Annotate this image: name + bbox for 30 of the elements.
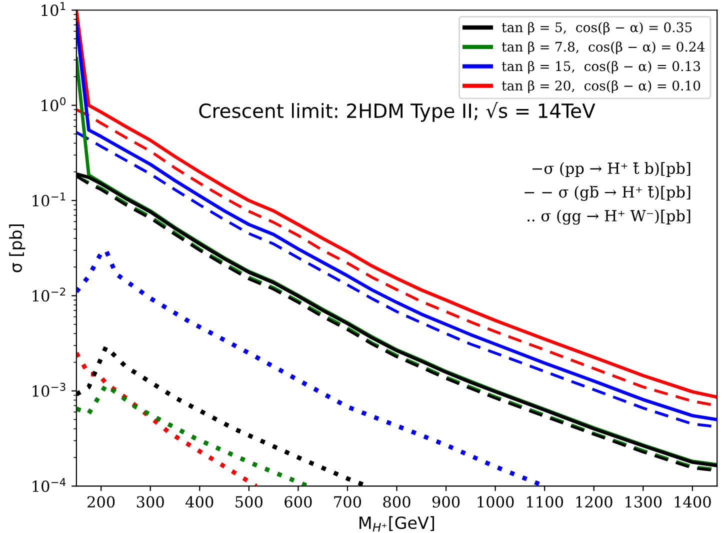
annotation: .. σ (gg → H⁺ W⁻)[pb] <box>528 210 690 225</box>
x-tick-label: 1300 <box>626 496 662 508</box>
x-tick-label: 900 <box>432 496 460 508</box>
x-tick-label: 300 <box>136 496 164 508</box>
annotation: −σ (pp → H⁺ t̄ b)[pb] <box>532 162 690 177</box>
x-tick-label: 1000 <box>478 496 514 508</box>
y-tick-label: 10$^{1}$ <box>42 2 66 16</box>
y-tick-label: 10$^{−4}$ <box>32 478 66 492</box>
x-tick-label: 700 <box>334 496 362 508</box>
y-axis-title: σ [pb] <box>9 224 26 272</box>
annotation: Crescent limit: 2HDM Type II; √s = 14TeV <box>199 102 596 122</box>
line-series <box>76 350 259 486</box>
legend-label: tan β = 5, cos(β − α) = 0.35 <box>502 22 692 35</box>
x-tick-label: 1400 <box>674 496 711 508</box>
x-axis-title: M$_{H⁺}$[GeV] <box>360 516 434 532</box>
y-tick-label: 10$^{−1}$ <box>32 192 66 206</box>
legend-label: tan β = 15, cos(β − α) = 0.13 <box>502 60 700 74</box>
x-tick-label: 200 <box>88 496 115 508</box>
x-tick-label: 400 <box>186 496 214 508</box>
legend-label: tan β = 7.8, cos(β − α) = 0.24 <box>502 41 705 54</box>
y-tick-label: 10$^{0}$ <box>42 97 66 112</box>
x-tick-label: 500 <box>236 496 262 508</box>
legend-label: tan β = 20, cos(β − α) = 0.10 <box>502 80 700 94</box>
x-tick-label: 800 <box>383 496 410 508</box>
x-tick-label: 1200 <box>576 496 612 508</box>
y-tick-label: 10$^{−3}$ <box>32 382 66 397</box>
x-tick-label: 1100 <box>527 496 564 508</box>
x-tick-label: 600 <box>284 496 312 508</box>
y-tick-label: 10$^{−2}$ <box>32 288 66 302</box>
annotation: − − σ (gb̄ → H⁺ t̄)[pb] <box>524 186 690 201</box>
